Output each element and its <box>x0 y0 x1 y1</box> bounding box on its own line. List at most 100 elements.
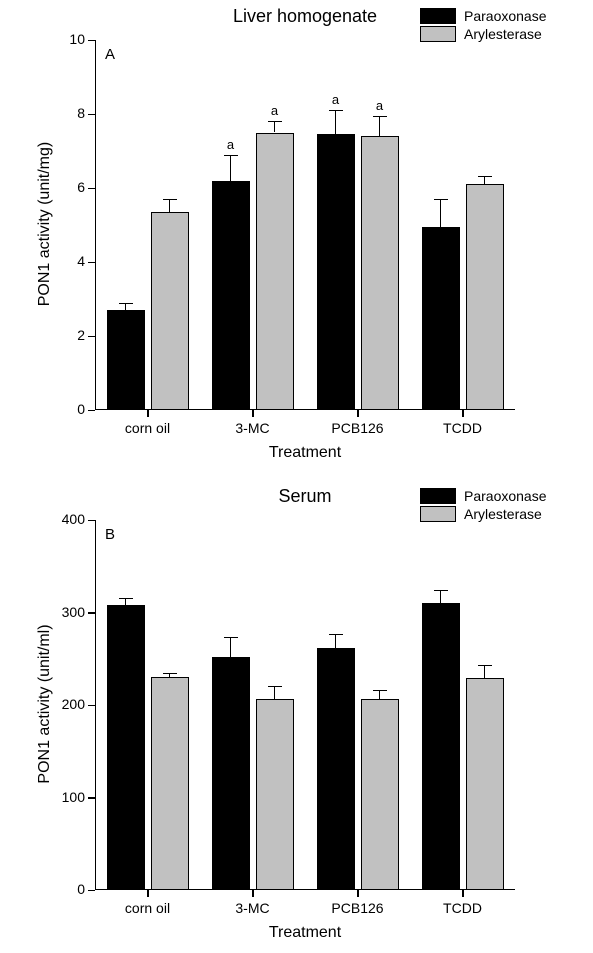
figure: Liver homogenateA0246810PON1 activity (u… <box>0 0 593 953</box>
bar-B-paraoxonase-2 <box>317 648 355 890</box>
legend-label: Arylesterase <box>464 506 542 522</box>
ytick <box>88 890 95 892</box>
errbar <box>484 665 485 678</box>
errbar <box>379 116 380 136</box>
legend-swatch <box>420 26 456 42</box>
panel-A-xlabel: Treatment <box>95 444 515 462</box>
xcat-label: corn oil <box>95 900 200 916</box>
legend-swatch <box>420 8 456 24</box>
errbar <box>169 199 170 212</box>
errbar <box>230 637 231 657</box>
ytick <box>88 705 95 707</box>
annot-A-1-1: a <box>265 103 285 118</box>
errbar <box>335 634 336 648</box>
xtick <box>147 890 149 897</box>
errcap <box>163 199 177 200</box>
errbar <box>440 199 441 227</box>
errcap <box>329 110 343 111</box>
errbar <box>484 176 485 184</box>
errbar <box>274 121 275 132</box>
legend-item: Paraoxonase <box>420 488 547 504</box>
xcat-label: TCDD <box>410 420 515 436</box>
xcat-label: 3-MC <box>200 420 305 436</box>
errcap <box>224 155 238 156</box>
errbar <box>379 690 380 699</box>
xtick <box>147 410 149 417</box>
legend-item: Arylesterase <box>420 26 547 42</box>
bar-B-paraoxonase-0 <box>107 605 145 890</box>
ytick <box>88 114 95 116</box>
errcap <box>373 690 387 691</box>
panel-B-ylabel: PON1 activity (unit/ml) <box>36 604 54 804</box>
ytick-label: 400 <box>45 512 85 526</box>
bar-A-arylesterase-2 <box>361 136 399 410</box>
xtick <box>462 890 464 897</box>
xcat-label: TCDD <box>410 900 515 916</box>
errbar <box>335 110 336 134</box>
panel-A-letter: A <box>105 46 115 63</box>
legend-swatch <box>420 506 456 522</box>
errcap <box>478 665 492 666</box>
xcat-label: corn oil <box>95 420 200 436</box>
ytick-label: 2 <box>45 328 85 342</box>
errbar <box>440 590 441 603</box>
bar-A-paraoxonase-0 <box>107 310 145 410</box>
bar-A-arylesterase-3 <box>466 184 504 410</box>
ytick-label: 8 <box>45 106 85 120</box>
errbar <box>230 155 231 181</box>
bar-B-arylesterase-3 <box>466 678 504 890</box>
bar-A-arylesterase-1 <box>256 133 294 411</box>
xtick <box>252 890 254 897</box>
ytick <box>88 797 95 799</box>
errcap <box>478 176 492 177</box>
legend-swatch <box>420 488 456 504</box>
ytick-label: 10 <box>45 32 85 46</box>
bar-B-paraoxonase-3 <box>422 603 460 890</box>
panel-B-xlabel: Treatment <box>95 924 515 942</box>
bar-A-paraoxonase-1 <box>212 181 250 410</box>
legend-B: Paraoxonase Arylesterase <box>420 488 547 524</box>
ytick <box>88 520 95 522</box>
errcap <box>268 686 282 687</box>
bar-A-arylesterase-0 <box>151 212 189 410</box>
bar-A-paraoxonase-2 <box>317 134 355 410</box>
annot-A-2-0: a <box>326 92 346 107</box>
legend-label: Arylesterase <box>464 26 542 42</box>
xtick <box>357 890 359 897</box>
legend-item: Arylesterase <box>420 506 547 522</box>
legend-item: Paraoxonase <box>420 8 547 24</box>
errcap <box>119 598 133 599</box>
bar-A-paraoxonase-3 <box>422 227 460 410</box>
bar-B-arylesterase-0 <box>151 677 189 890</box>
xcat-label: PCB126 <box>305 900 410 916</box>
xcat-label: 3-MC <box>200 900 305 916</box>
errcap <box>329 634 343 635</box>
ytick-label: 0 <box>45 402 85 416</box>
xtick <box>357 410 359 417</box>
xcat-label: PCB126 <box>305 420 410 436</box>
errcap <box>373 116 387 117</box>
bar-B-paraoxonase-1 <box>212 657 250 890</box>
xtick <box>462 410 464 417</box>
bar-B-arylesterase-2 <box>361 699 399 890</box>
xtick <box>252 410 254 417</box>
ytick <box>88 40 95 42</box>
ytick <box>88 336 95 338</box>
legend-label: Paraoxonase <box>464 488 547 504</box>
annot-A-1-0: a <box>221 137 241 152</box>
errcap <box>224 637 238 638</box>
annot-A-2-1: a <box>370 98 390 113</box>
errbar <box>125 598 126 605</box>
bar-B-arylesterase-1 <box>256 699 294 890</box>
panel-B-letter: B <box>105 526 115 543</box>
ytick <box>88 612 95 614</box>
ytick <box>88 410 95 412</box>
errcap <box>119 303 133 304</box>
panel-A-ylabel: PON1 activity (unit/mg) <box>36 124 54 324</box>
legend-label: Paraoxonase <box>464 8 547 24</box>
ytick-label: 0 <box>45 882 85 896</box>
errcap <box>163 673 177 674</box>
errbar <box>274 686 275 699</box>
errcap <box>434 590 448 591</box>
errcap <box>434 199 448 200</box>
